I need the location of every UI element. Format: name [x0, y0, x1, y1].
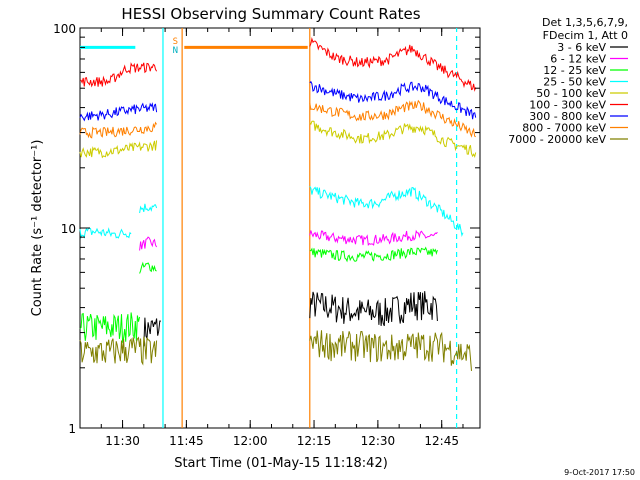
- y-tick-label: 1: [68, 422, 76, 436]
- series-line: [309, 330, 472, 371]
- series-3: [79, 185, 464, 240]
- series-7: [79, 45, 476, 139]
- series-line: [309, 80, 477, 120]
- series-5: [79, 37, 477, 92]
- y-axis-label: Count Rate (s⁻¹ detector⁻¹): [30, 140, 45, 317]
- legend-entry: 800 - 7000 keV: [522, 122, 606, 135]
- series-1: [139, 229, 438, 251]
- series-line: [79, 312, 141, 343]
- series-8: [79, 330, 472, 371]
- series-line: [79, 336, 158, 366]
- series-line: [309, 185, 464, 238]
- x-tick-label: 12:15: [297, 434, 332, 448]
- series-2: [79, 246, 438, 343]
- plot-frame: [79, 27, 481, 429]
- series-line: [309, 229, 438, 246]
- series-line: [79, 140, 158, 159]
- y-tick-label: 100: [53, 22, 76, 36]
- y-tick-label: 10: [61, 222, 76, 236]
- legend-entry: 100 - 300 keV: [529, 99, 606, 112]
- series-line: [79, 102, 158, 122]
- legend: Det 1,3,5,6,7,9,FDecim 1, Att 03 - 6 keV…: [508, 16, 628, 146]
- x-tick-label: 12:45: [424, 434, 459, 448]
- legend-entry: 50 - 100 keV: [536, 87, 606, 100]
- x-axis-label: Start Time (01-May-15 11:18:42): [174, 456, 388, 471]
- legend-header: Det 1,3,5,6,7,9,: [542, 16, 628, 29]
- legend-entry: 300 - 800 keV: [529, 110, 606, 123]
- legend-header: FDecim 1, Att 0: [543, 29, 628, 42]
- x-tick-label: 11:30: [105, 434, 140, 448]
- series-line: [309, 120, 477, 158]
- legend-entry: 25 - 50 keV: [543, 76, 606, 89]
- y-axis: 1 10 100: [53, 22, 480, 436]
- series-line: [309, 246, 438, 263]
- footer-date: 9-Oct-2017 17:50: [564, 468, 635, 477]
- series-line: [79, 227, 132, 240]
- series-line: [79, 121, 158, 139]
- x-tick-label: 12:00: [233, 434, 268, 448]
- series-0: [143, 291, 438, 347]
- flag-label: S: [173, 37, 178, 47]
- legend-entry: 7000 - 20000 keV: [508, 133, 606, 146]
- x-axis: 11:30 11:45 12:00 12:15 12:30 12:45: [79, 28, 464, 448]
- series-line: [139, 203, 158, 214]
- x-tick-label: 12:30: [361, 434, 396, 448]
- series-line: [139, 236, 158, 251]
- series-line: [309, 37, 477, 92]
- series-4: [79, 120, 477, 159]
- flag-label: N: [173, 46, 178, 56]
- legend-entry: 6 - 12 keV: [550, 53, 606, 66]
- chart-title: HESSI Observing Summary Count Rates: [121, 5, 420, 23]
- series-line: [309, 99, 476, 138]
- series-6: [79, 80, 477, 122]
- x-tick-label: 11:45: [169, 434, 204, 448]
- plot-area: SN: [79, 28, 477, 428]
- legend-entry: 12 - 25 keV: [543, 64, 606, 77]
- series-line: [309, 291, 438, 327]
- legend-entry: 3 - 6 keV: [557, 41, 606, 54]
- series-line: [139, 261, 157, 274]
- series-line: [79, 62, 158, 88]
